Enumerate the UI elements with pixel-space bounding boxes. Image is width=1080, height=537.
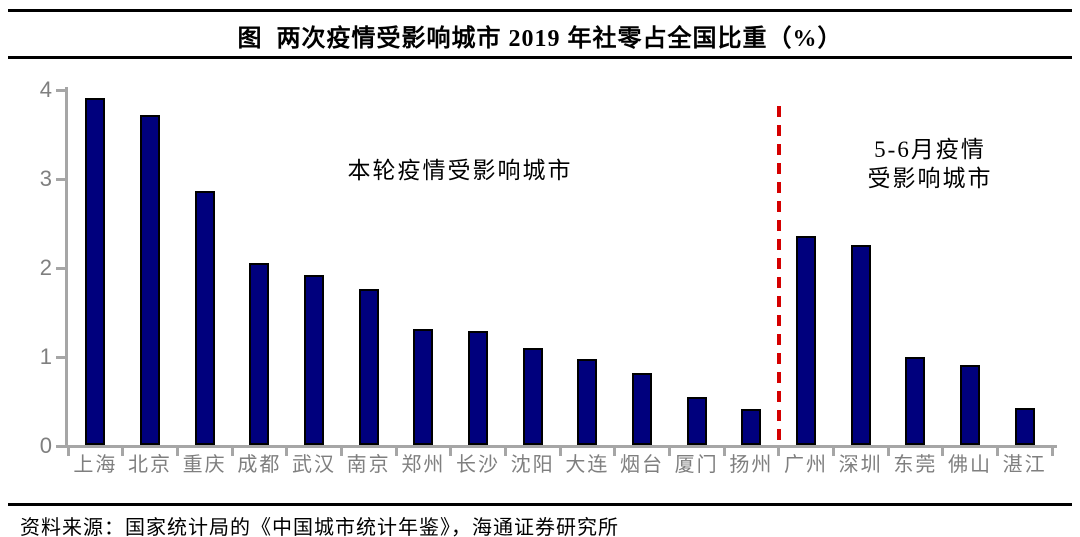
y-axis [65, 87, 68, 445]
source-note: 资料来源：国家统计局的《中国城市统计年鉴》，海通证券研究所 [20, 517, 619, 537]
x-axis-tick [175, 448, 179, 456]
bar [905, 356, 926, 445]
x-axis-tick [66, 448, 70, 456]
x-axis-tick [449, 448, 453, 456]
bar [796, 235, 816, 445]
x-axis-tick [995, 448, 999, 456]
x-axis-tick [339, 448, 343, 456]
annotation-right-group: 5-6月疫情 受影响城市 [850, 135, 1010, 193]
x-axis-label: 郑州 [401, 454, 446, 476]
title-bottom-rule [8, 56, 1072, 59]
x-axis-label: 沈阳 [510, 454, 555, 476]
x-axis-tick [394, 448, 398, 456]
divider-dashed-line [776, 106, 781, 445]
bar [304, 275, 324, 445]
top-rule [8, 9, 1072, 12]
x-axis-label: 重庆 [182, 454, 227, 476]
x-axis-label: 烟台 [620, 454, 665, 476]
x-axis-label: 厦门 [674, 454, 719, 476]
x-axis-label: 扬州 [729, 454, 774, 476]
x-axis-label: 上海 [73, 454, 118, 476]
y-axis-label: 3 [39, 166, 52, 191]
x-axis-tick [722, 448, 726, 456]
bar [194, 190, 215, 445]
x-axis-tick [777, 448, 781, 456]
chart-title: 图 两次疫情受影响城市 2019 年社零占全国比重（%） [237, 26, 843, 52]
bottom-rule [8, 503, 1072, 506]
x-axis-tick [941, 448, 945, 456]
y-axis-label: 1 [39, 344, 52, 369]
bar [468, 331, 488, 445]
x-axis-tick [121, 448, 125, 456]
x-axis-tick [285, 448, 289, 456]
annotation-left-group: 本轮疫情受影响城市 [347, 158, 573, 183]
x-axis-label: 佛山 [948, 454, 993, 476]
x-axis-label: 湛江 [1002, 454, 1047, 476]
bar [686, 396, 707, 445]
y-axis-label: 0 [39, 433, 52, 458]
x-axis-label: 深圳 [838, 454, 883, 476]
x-axis-label: 东莞 [893, 454, 938, 476]
bar [140, 114, 160, 445]
x-axis-tick [558, 448, 562, 456]
bar [85, 97, 106, 445]
bar-chart-plot-area: 本轮疫情受影响城市 5-6月疫情 受影响城市 0 1 2 3 4 上海 北京 重庆 成都 武汉 南京… [0, 60, 1080, 500]
x-axis-label: 北京 [128, 454, 173, 476]
y-axis-tick [56, 89, 65, 92]
bar [249, 263, 270, 445]
x-axis-label: 大连 [565, 454, 610, 476]
bar [960, 364, 980, 445]
y-axis-tick [56, 178, 65, 181]
y-axis-label: 2 [39, 255, 52, 280]
bar [577, 358, 598, 445]
x-axis-tick [503, 448, 507, 456]
y-axis-tick [56, 445, 65, 448]
bar [850, 244, 871, 446]
y-axis-tick [56, 267, 65, 270]
x-axis-tick [1050, 448, 1054, 456]
bar [1014, 407, 1035, 445]
x-axis-label: 广州 [784, 454, 829, 476]
y-axis-tick [56, 356, 65, 359]
annotation-right-line1: 5-6月疫情 [874, 137, 986, 162]
bar [413, 329, 434, 445]
y-axis-label: 4 [39, 77, 52, 102]
annotation-right-line2: 受影响城市 [867, 166, 993, 191]
x-axis-tick [831, 448, 835, 456]
x-axis-tick [613, 448, 617, 456]
x-axis-label: 南京 [346, 454, 391, 476]
x-axis-tick [886, 448, 890, 456]
bar [358, 289, 379, 446]
bar [741, 409, 762, 445]
x-axis [65, 445, 1057, 448]
bar [522, 348, 543, 445]
x-axis-tick [230, 448, 234, 456]
x-axis-tick [667, 448, 671, 456]
x-axis-label: 武汉 [292, 454, 337, 476]
x-axis-label: 成都 [237, 454, 282, 476]
x-axis-label: 长沙 [456, 454, 501, 476]
bar [632, 372, 652, 445]
